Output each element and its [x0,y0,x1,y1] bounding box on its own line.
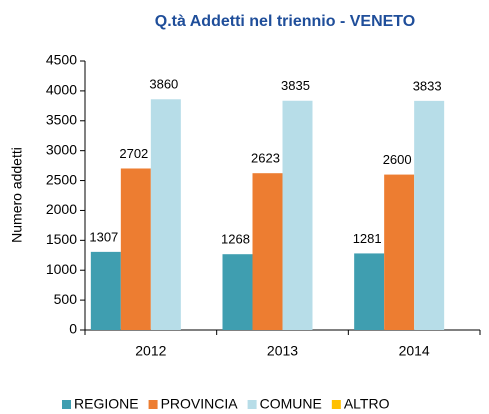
legend-swatch [148,400,158,409]
bar [150,99,181,330]
y-tick-label: 2000 [46,201,77,217]
bar [354,253,385,330]
bar [384,174,415,330]
x-tick-label: 2014 [399,343,430,359]
x-tick-label: 2012 [135,343,166,359]
y-tick-label: 3500 [46,111,77,127]
legend-label: PROVINCIA [161,396,239,412]
y-tick-label: 1000 [46,261,77,277]
data-label: 3860 [149,77,178,92]
data-label: 2702 [119,146,148,161]
bar [282,100,313,330]
data-label: 1281 [353,231,382,246]
y-tick-label: 0 [69,321,77,337]
y-axis-label: Numero addetti [9,147,25,243]
bar [252,173,283,330]
data-label: 2623 [251,151,280,166]
data-label: 1268 [221,232,250,247]
bar [222,254,253,330]
legend-label: COMUNE [260,396,322,412]
bar [120,168,151,330]
legend-swatch [62,400,71,409]
y-tick-label: 4500 [46,52,77,68]
legend-label: REGIONE [74,396,139,412]
data-label: 2600 [383,152,412,167]
data-label: 3835 [281,78,310,93]
bar [414,100,445,330]
y-tick-label: 3000 [46,141,77,157]
bar [90,251,121,330]
y-tick-label: 4000 [46,82,77,98]
y-tick-label: 500 [54,291,78,307]
y-tick-label: 2500 [46,171,77,187]
data-label: 3833 [413,78,442,93]
legend-swatch [331,400,341,409]
y-tick-label: 1500 [46,231,77,247]
legend-label: ALTRO [344,396,390,412]
chart-title: Q.tà Addetti nel triennio - VENETO [155,13,415,30]
legend-swatch [247,400,257,409]
x-tick-label: 2013 [267,343,298,359]
data-label: 1307 [89,229,118,244]
